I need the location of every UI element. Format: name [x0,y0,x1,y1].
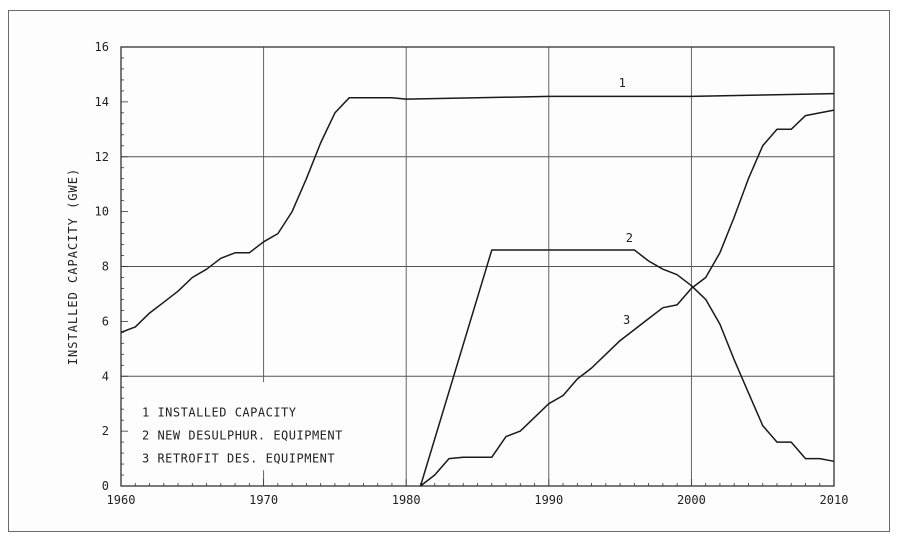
series-label-3: 3 [623,313,630,327]
y-tick-label-8: 8 [102,260,109,274]
y-tick-label-4: 4 [102,369,109,383]
x-tick-label-1970: 1970 [249,493,278,507]
series-label-1: 1 [619,76,626,90]
legend-entry-2: 2 NEW DESULPHUR. EQUIPMENT [142,428,343,442]
y-tick-label-10: 10 [95,205,109,219]
y-tick-label-0: 0 [102,479,109,493]
legend-entry-3: 3 RETROFIT DES. EQUIPMENT [142,451,335,465]
legend: 1 INSTALLED CAPACITY 2 NEW DESULPHUR. EQ… [129,382,399,471]
y-tick-labels: 0 2 4 6 8 10 12 14 16 [95,40,109,493]
y-tick-label-14: 14 [95,95,109,109]
x-tick-labels: 1960 1970 1980 1990 2000 2010 [107,493,849,507]
x-tick-label-1990: 1990 [534,493,563,507]
legend-entry-1: 1 INSTALLED CAPACITY [142,405,297,419]
x-tick-label-1960: 1960 [107,493,136,507]
x-tick-label-2000: 2000 [677,493,706,507]
axis-ticks [120,46,835,487]
series-line-3 [420,109,835,487]
x-tick-label-2010: 2010 [820,493,849,507]
x-tick-label-1980: 1980 [392,493,421,507]
y-tick-label-16: 16 [95,40,109,54]
y-tick-label-6: 6 [102,314,109,328]
series-lines [120,92,835,487]
series-label-2: 2 [626,231,633,245]
series-labels: 1 2 3 [619,76,633,327]
y-tick-label-2: 2 [102,424,109,438]
y-tick-label-12: 12 [95,150,109,164]
legend-background [129,382,399,471]
series-line-1 [120,92,835,334]
y-axis-label: INSTALLED CAPACITY (GWE) [66,168,80,365]
series-line-2 [419,249,835,487]
